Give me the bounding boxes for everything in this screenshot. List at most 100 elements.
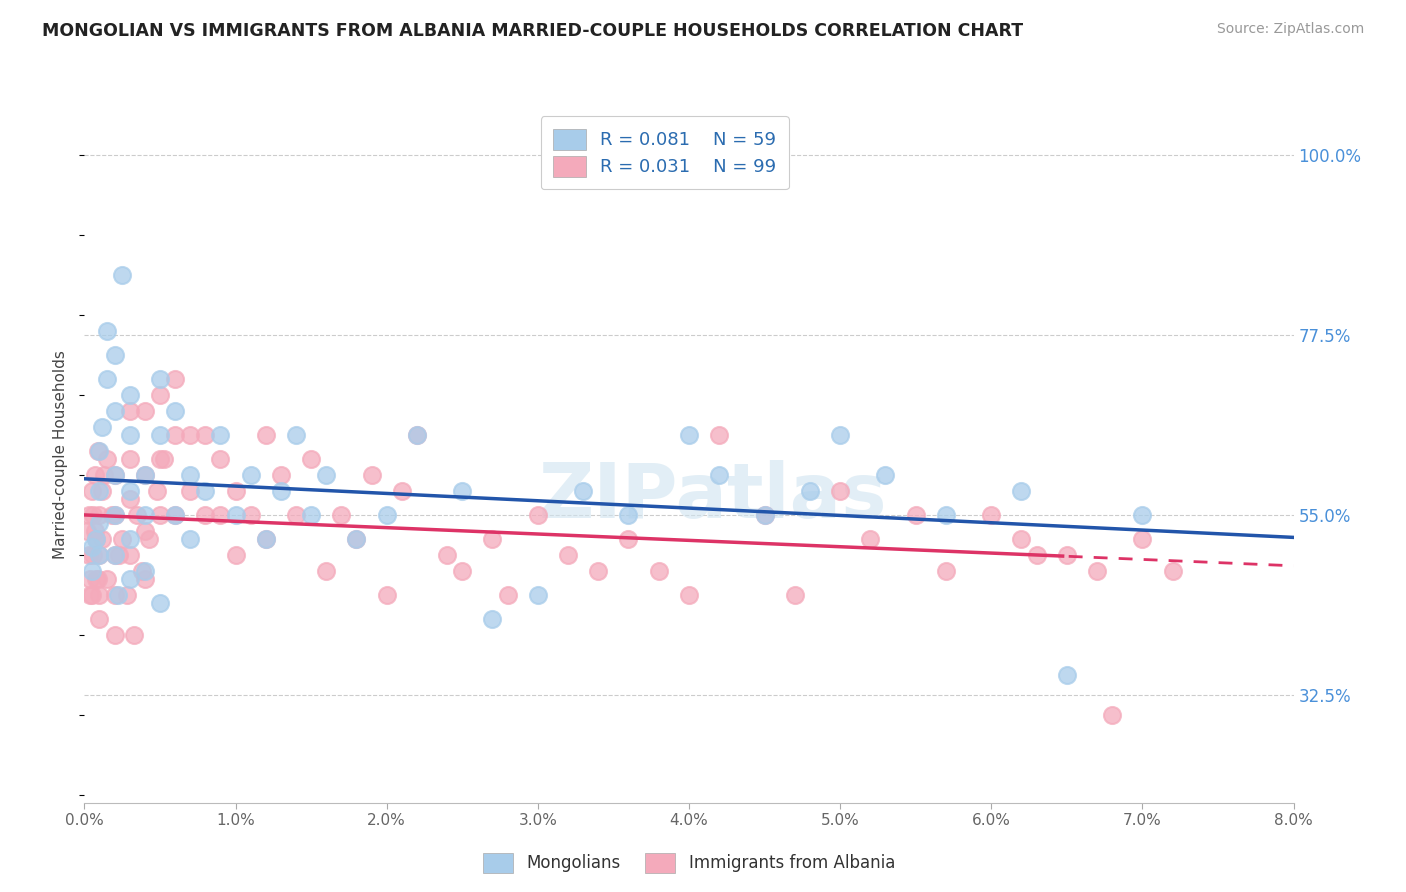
Y-axis label: Married-couple Households: Married-couple Households: [53, 351, 69, 559]
Point: [76, 524, 98, 538]
Point: [138, 532, 160, 546]
Point: [179, 428, 201, 442]
Point: [270, 467, 292, 482]
Point: [89, 483, 111, 498]
Point: [830, 428, 852, 442]
Point: [1132, 508, 1154, 522]
Point: [79, 588, 101, 602]
Point: [935, 564, 957, 578]
Point: [104, 548, 127, 562]
Point: [89, 508, 111, 522]
Point: [131, 564, 153, 578]
Point: [572, 483, 595, 498]
Point: [1132, 532, 1154, 546]
Point: [346, 532, 368, 546]
Point: [108, 548, 131, 562]
Point: [285, 508, 308, 522]
Point: [375, 588, 398, 602]
Point: [118, 491, 141, 506]
Point: [1056, 548, 1078, 562]
Point: [96, 451, 118, 466]
Point: [82, 508, 104, 522]
Text: MONGOLIAN VS IMMIGRANTS FROM ALBANIA MARRIED-COUPLE HOUSEHOLDS CORRELATION CHART: MONGOLIAN VS IMMIGRANTS FROM ALBANIA MAR…: [42, 22, 1024, 40]
Point: [134, 404, 156, 418]
Point: [1056, 668, 1078, 682]
Point: [225, 548, 247, 562]
Point: [118, 451, 141, 466]
Point: [754, 508, 776, 522]
Point: [1085, 564, 1108, 578]
Point: [165, 404, 187, 418]
Point: [104, 628, 127, 642]
Point: [754, 508, 776, 522]
Point: [557, 548, 579, 562]
Point: [118, 548, 141, 562]
Point: [299, 451, 322, 466]
Point: [194, 483, 217, 498]
Point: [104, 588, 127, 602]
Point: [149, 428, 172, 442]
Point: [225, 483, 247, 498]
Point: [254, 532, 277, 546]
Point: [451, 564, 474, 578]
Point: [588, 564, 610, 578]
Point: [1011, 483, 1033, 498]
Point: [118, 572, 141, 586]
Point: [709, 467, 731, 482]
Point: [86, 532, 108, 546]
Point: [134, 467, 156, 482]
Point: [904, 508, 927, 522]
Point: [91, 420, 114, 434]
Point: [315, 467, 337, 482]
Point: [111, 268, 134, 282]
Point: [481, 612, 503, 626]
Point: [104, 548, 127, 562]
Point: [107, 588, 129, 602]
Point: [165, 428, 187, 442]
Point: [149, 508, 172, 522]
Point: [96, 572, 118, 586]
Point: [118, 388, 141, 402]
Point: [89, 516, 111, 530]
Point: [225, 508, 247, 522]
Point: [270, 483, 292, 498]
Point: [165, 372, 187, 386]
Point: [346, 532, 368, 546]
Point: [254, 532, 277, 546]
Point: [104, 467, 127, 482]
Point: [451, 483, 474, 498]
Point: [118, 483, 141, 498]
Text: ZIPatlas: ZIPatlas: [538, 459, 887, 533]
Point: [118, 404, 141, 418]
Point: [79, 572, 101, 586]
Point: [194, 508, 217, 522]
Point: [935, 508, 957, 522]
Point: [91, 483, 114, 498]
Point: [80, 588, 103, 602]
Point: [134, 524, 156, 538]
Point: [859, 532, 882, 546]
Text: Source: ZipAtlas.com: Source: ZipAtlas.com: [1216, 22, 1364, 37]
Point: [96, 324, 118, 338]
Point: [96, 372, 118, 386]
Point: [254, 428, 277, 442]
Point: [93, 467, 115, 482]
Point: [153, 451, 176, 466]
Point: [89, 548, 111, 562]
Point: [239, 467, 262, 482]
Point: [82, 548, 104, 562]
Point: [165, 508, 187, 522]
Point: [980, 508, 1002, 522]
Point: [149, 596, 172, 610]
Point: [239, 508, 262, 522]
Point: [100, 508, 122, 522]
Point: [330, 508, 353, 522]
Point: [527, 508, 550, 522]
Point: [77, 508, 100, 522]
Point: [783, 588, 806, 602]
Point: [194, 428, 217, 442]
Point: [77, 548, 100, 562]
Point: [118, 428, 141, 442]
Point: [104, 467, 127, 482]
Point: [209, 451, 232, 466]
